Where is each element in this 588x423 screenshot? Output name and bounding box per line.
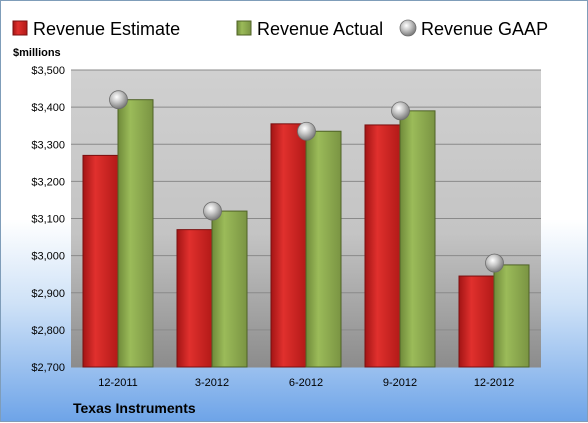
y-tick-label: $3,000 xyxy=(31,251,65,263)
y-tick-label: $2,700 xyxy=(31,362,65,374)
y-tick-label: $3,100 xyxy=(31,214,65,226)
y-unit-label: $millions xyxy=(13,47,61,59)
y-tick-label: $3,500 xyxy=(31,65,65,77)
y-tick-label: $3,400 xyxy=(31,102,65,114)
marker-revenue-gaap xyxy=(109,90,128,110)
marker-revenue-gaap xyxy=(203,201,222,221)
bar-revenue-actual xyxy=(493,264,530,368)
y-axis: $2,700 $2,800 $2,900 $3,000 $3,100 $3,200 $3,3… xyxy=(31,65,65,374)
bar-revenue-actual xyxy=(117,99,154,368)
x-tick-label: 12-2011 xyxy=(98,377,138,389)
bars xyxy=(82,99,530,368)
marker-revenue-gaap xyxy=(485,253,504,273)
bar-revenue-estimate xyxy=(270,123,307,368)
legend-swatch xyxy=(236,20,252,36)
x-tick-label: 12-2012 xyxy=(474,377,514,389)
y-tick-label: $2,800 xyxy=(31,325,65,337)
legend-swatch xyxy=(12,20,28,36)
legend-swatch xyxy=(399,19,417,37)
marker-revenue-gaap xyxy=(391,101,410,121)
bar-revenue-estimate xyxy=(458,275,495,368)
legend-label: Revenue Actual xyxy=(257,19,383,39)
x-tick-label: 3-2012 xyxy=(195,377,229,389)
x-tick-label: 9-2012 xyxy=(383,377,417,389)
y-tick-label: $2,900 xyxy=(31,288,65,300)
bar-revenue-actual xyxy=(399,110,436,368)
legend-label: Revenue GAAP xyxy=(421,19,548,39)
marker-revenue-gaap xyxy=(297,121,316,141)
x-tick-label: 6-2012 xyxy=(289,377,323,389)
bar-revenue-actual xyxy=(305,130,342,368)
y-tick-label: $3,300 xyxy=(31,139,65,151)
company-name: Texas Instruments xyxy=(73,400,196,416)
gaap-markers xyxy=(109,90,504,273)
legend-label: Revenue Estimate xyxy=(33,19,180,39)
legend: Revenue Estimate Revenue Actual Revenue GA… xyxy=(12,19,548,39)
y-tick-label: $3,200 xyxy=(31,176,65,188)
bar-revenue-estimate xyxy=(364,124,401,368)
bar-revenue-estimate xyxy=(176,229,213,368)
x-axis: 12-2011 3-2012 6-2012 9-2012 12-2012 xyxy=(98,377,514,389)
bar-revenue-actual xyxy=(211,210,248,368)
bar-revenue-estimate xyxy=(82,154,119,368)
